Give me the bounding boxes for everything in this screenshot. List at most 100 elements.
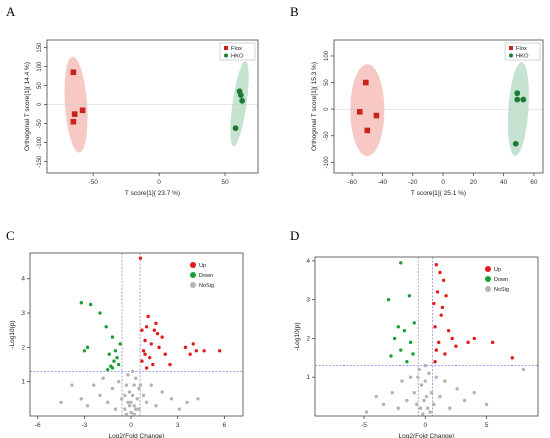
- up-point: [202, 349, 206, 353]
- nosig-point: [448, 406, 452, 410]
- nosig-point: [390, 391, 394, 395]
- nosig-point: [110, 386, 115, 391]
- flox-point: [71, 111, 78, 117]
- legend-hko-label: HKO: [231, 54, 244, 60]
- nosig-point: [127, 390, 132, 394]
- panel-letter-b: B: [290, 4, 299, 19]
- up-point: [143, 338, 147, 343]
- x-tick-label: -50: [88, 179, 98, 186]
- up-point: [144, 325, 149, 329]
- x-tick-label: -40: [378, 179, 388, 186]
- legend-hko-marker: [224, 53, 228, 58]
- nosig-point: [154, 404, 158, 408]
- nosig-point: [434, 375, 439, 379]
- down-point: [85, 345, 90, 350]
- hko-point: [514, 90, 521, 97]
- up-point: [148, 355, 152, 360]
- y-tick-label: 1: [21, 379, 25, 386]
- y-tick-label: -50: [37, 119, 43, 128]
- chart-opls-a: -50 0 50 -150 -100 -50 0 50 100 150 T score[1]( 23…: [24, 39, 259, 197]
- nosig-point: [126, 373, 130, 377]
- flox-point: [79, 107, 86, 114]
- nosig-point: [472, 391, 476, 395]
- nosig-point: [374, 394, 378, 399]
- up-point: [143, 352, 147, 356]
- nosig-point: [129, 400, 133, 404]
- nosig-point: [405, 398, 409, 403]
- hko-point: [520, 96, 527, 103]
- flox-confidence-ellipse: [350, 64, 385, 157]
- nosig-point: [428, 410, 432, 414]
- x-tick-label: 6: [223, 422, 227, 429]
- down-point: [407, 294, 412, 298]
- legend-flox-marker: [509, 46, 513, 50]
- nosig-point: [123, 407, 127, 411]
- nosig-point: [408, 375, 413, 379]
- nosig-point: [129, 410, 133, 415]
- nosig-point: [443, 379, 447, 383]
- flox-point: [363, 79, 369, 86]
- x-tick-label: -60: [347, 179, 357, 186]
- nosig-point: [101, 376, 105, 380]
- chart-opls-b: -60 -40 -20 0 20 40 60 -100 -50 0 50 100 T score[1](…: [311, 39, 544, 197]
- down-point: [98, 311, 102, 315]
- panel-letter-d: D: [290, 228, 300, 243]
- nosig-point: [141, 393, 146, 398]
- down-point: [110, 366, 115, 370]
- up-point: [183, 345, 188, 350]
- legend-nosig-marker: [485, 286, 491, 292]
- legend-down-label: Down: [199, 273, 213, 279]
- down-point: [88, 302, 93, 307]
- up-point: [163, 352, 167, 356]
- nosig-point: [381, 402, 386, 407]
- flox-point: [373, 112, 380, 119]
- nosig-point: [438, 394, 442, 399]
- down-point: [389, 354, 393, 358]
- legend-down-marker: [190, 272, 196, 278]
- up-point: [432, 301, 436, 306]
- legend-flox-label: Flox: [516, 46, 527, 52]
- down-point: [82, 349, 87, 353]
- down-point: [104, 325, 108, 329]
- nosig-point: [455, 387, 459, 391]
- y-tick-label: 2: [306, 335, 310, 342]
- up-point: [434, 348, 439, 352]
- up-point: [438, 270, 442, 275]
- nosig-point: [144, 400, 149, 404]
- up-point: [440, 305, 445, 310]
- legend-down-label: Down: [494, 277, 508, 283]
- x-tick-label: 0: [441, 179, 445, 186]
- x-axis-label: T score[1]( 23.7 %): [125, 190, 180, 197]
- nosig-point: [138, 383, 143, 387]
- y-axis-label: -Log10(p): [294, 322, 301, 350]
- up-point: [434, 263, 439, 267]
- up-point: [191, 342, 195, 346]
- x-tick-label: -6: [35, 422, 41, 429]
- legend-nosig-label: NoSig: [494, 287, 509, 293]
- up-point: [144, 366, 149, 370]
- nosig-point: [124, 412, 129, 416]
- up-point: [433, 325, 437, 329]
- y-tick-label: 150: [37, 42, 43, 53]
- legend-hko-marker: [509, 53, 513, 58]
- plot-frame: [46, 39, 259, 174]
- y-tick-label: -100: [37, 136, 43, 149]
- nosig-point: [419, 383, 424, 387]
- up-point: [437, 340, 441, 345]
- nosig-point: [85, 404, 90, 408]
- down-point: [106, 367, 110, 372]
- nosig-point: [70, 383, 74, 387]
- nosig-point: [177, 407, 181, 411]
- nosig-point: [127, 404, 132, 408]
- nosig-point: [106, 400, 110, 404]
- legend-flox-marker: [224, 46, 228, 50]
- nosig-point: [113, 407, 118, 411]
- hko-point: [514, 96, 521, 103]
- nosig-point: [134, 407, 138, 411]
- y-tick-label: 3: [21, 310, 25, 317]
- y-tick-label: 4: [306, 258, 310, 265]
- legend-box: [219, 42, 256, 61]
- y-tick-label: 50: [324, 79, 330, 86]
- nosig-point: [462, 398, 467, 403]
- nosig-point: [423, 379, 427, 383]
